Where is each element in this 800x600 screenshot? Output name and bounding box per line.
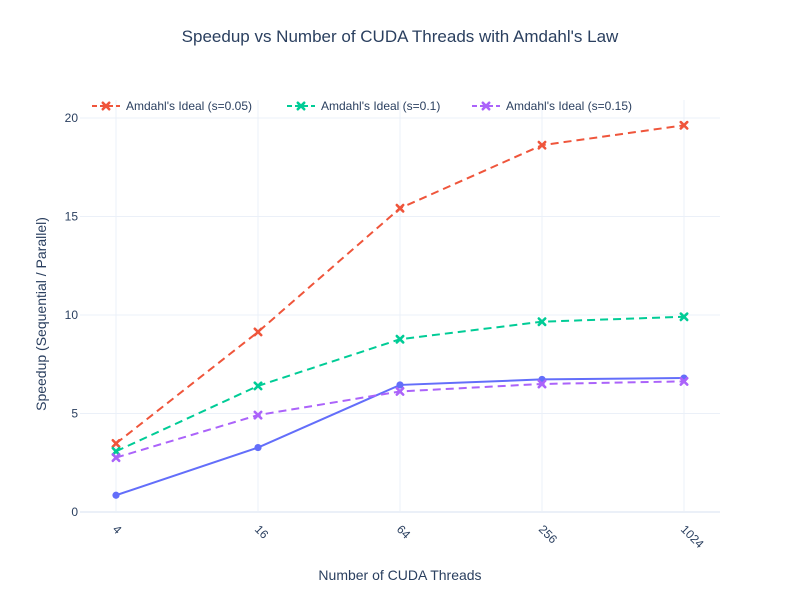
data-point bbox=[395, 386, 405, 396]
data-point bbox=[537, 140, 547, 150]
y-tick-label: 20 bbox=[65, 111, 79, 125]
data-point bbox=[111, 446, 121, 456]
y-axis-title: Speedup (Sequential / Parallel) bbox=[33, 217, 49, 411]
data-point bbox=[395, 203, 405, 213]
x-tick-label: 1024 bbox=[678, 522, 707, 551]
x-tick-label: 4 bbox=[110, 522, 125, 537]
legend-marker bbox=[481, 101, 491, 111]
axis-ticks: 0 5 10 15 20 4 16 64 256 1024 bbox=[65, 111, 707, 551]
legend-item[interactable]: Amdahl's Ideal (s=0.1) bbox=[287, 99, 440, 113]
data-point bbox=[253, 327, 263, 337]
legend-marker bbox=[296, 101, 306, 111]
data-point bbox=[679, 376, 689, 386]
x-tick-label: 16 bbox=[252, 522, 272, 542]
plot-series bbox=[111, 120, 689, 499]
y-tick-label: 10 bbox=[65, 308, 79, 322]
data-point bbox=[253, 381, 263, 391]
data-point bbox=[537, 317, 547, 327]
data-point[interactable] bbox=[112, 491, 120, 499]
legend-label: Amdahl's Ideal (s=0.05) bbox=[126, 99, 252, 113]
data-point bbox=[679, 120, 689, 130]
x-axis-title: Number of CUDA Threads bbox=[318, 567, 481, 583]
data-point[interactable] bbox=[396, 381, 404, 389]
legend-label: Amdahl's Ideal (s=0.1) bbox=[321, 99, 440, 113]
legend-marker bbox=[101, 101, 111, 111]
series-1 bbox=[111, 120, 689, 448]
gridlines bbox=[80, 100, 720, 513]
data-point[interactable] bbox=[254, 443, 262, 452]
legend-label: Amdahl's Ideal (s=0.15) bbox=[506, 99, 632, 113]
data-point bbox=[537, 379, 547, 389]
y-tick-label: 5 bbox=[71, 407, 78, 421]
data-point bbox=[395, 334, 405, 344]
y-tick-label: 0 bbox=[71, 505, 78, 519]
data-point bbox=[111, 453, 121, 463]
y-tick-label: 15 bbox=[65, 210, 79, 224]
chart-title: Speedup vs Number of CUDA Threads with A… bbox=[182, 27, 619, 46]
legend[interactable]: Amdahl's Ideal (s=0.05) Amdahl's Ideal (s… bbox=[92, 99, 632, 113]
series-3 bbox=[111, 376, 689, 463]
x-tick-label: 256 bbox=[536, 522, 560, 546]
legend-item[interactable]: Amdahl's Ideal (s=0.05) bbox=[92, 99, 252, 113]
data-point bbox=[253, 410, 263, 420]
data-point bbox=[679, 312, 689, 322]
series-2 bbox=[111, 312, 689, 456]
x-tick-label: 64 bbox=[394, 522, 414, 542]
data-point bbox=[111, 438, 121, 448]
legend-item[interactable]: Amdahl's Ideal (s=0.15) bbox=[472, 99, 632, 113]
